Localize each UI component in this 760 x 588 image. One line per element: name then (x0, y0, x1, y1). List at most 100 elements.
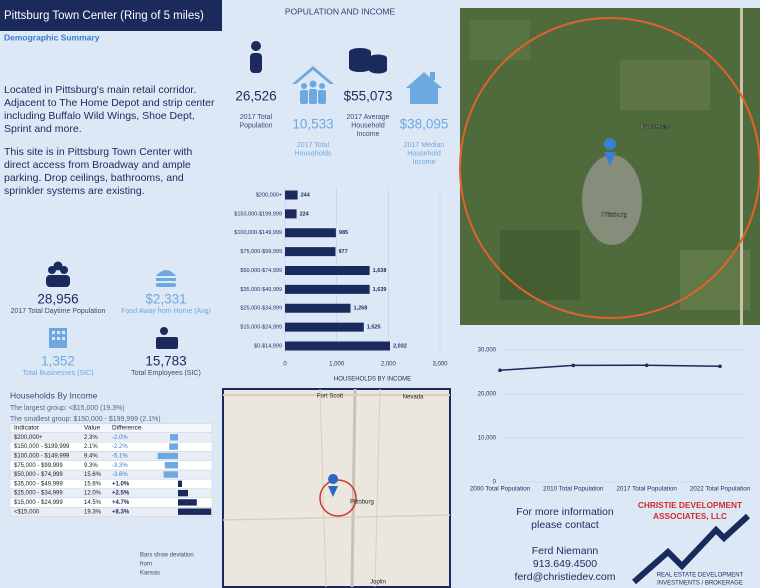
map-label: Nevada (403, 395, 424, 401)
table-cell: 15.6% (84, 472, 102, 478)
subtitle: Demographic Summary (4, 32, 100, 42)
x-tick-label: 2000 Total Population (470, 486, 531, 493)
description-line: This site is in Pittsburg Town Center wi… (4, 146, 192, 158)
table-note: The smallest group: $150,000 - $199,999 … (10, 416, 161, 423)
description-line: Located in Pittsburg's main retail corri… (4, 84, 196, 96)
road-map (222, 388, 451, 588)
logo-name: CHRISTIE DEVELOPMENT (638, 500, 742, 510)
line-point (571, 363, 576, 368)
description-line: direct access from Broadway and ample (4, 159, 191, 171)
value-label: 1,525 (367, 325, 381, 331)
deviation-bar (163, 471, 178, 478)
deviation-bar (157, 452, 178, 460)
table-cell: $150,000 - $199,999 (14, 444, 70, 450)
table-title: Households By Income (10, 390, 98, 400)
table-header-cell: Value (84, 425, 101, 432)
y-tick-label: 30,000 (478, 348, 497, 354)
table-cell: -2.0% (112, 435, 128, 441)
bar (285, 190, 298, 200)
logo-name: ASSOCIATES, LLC (653, 511, 727, 521)
stat-label: 2017 Total (240, 114, 273, 121)
table-header-cell: Indicator (14, 425, 40, 432)
table-cell: +8.3% (112, 509, 130, 515)
stat-value: $2,331 (145, 292, 186, 307)
table-cell: +4.7% (112, 500, 130, 506)
y-tick-label: $100,000-$149,999 (234, 230, 282, 236)
description-line: Adjacent to The Home Depot and strip cen… (4, 97, 215, 109)
food-icon (156, 270, 176, 287)
map-label: Pittsburg (601, 212, 627, 219)
bar (285, 322, 364, 332)
deviation-bar (178, 480, 182, 487)
table-row (9, 507, 213, 517)
x-tick-label: 3,000 (432, 362, 448, 368)
bar (285, 209, 297, 219)
value-label: 1,268 (354, 306, 368, 312)
contact-phone: 913.649.4500 (533, 558, 597, 570)
deviation-bar (178, 508, 212, 515)
x-tick-label: 2022 Total Population (690, 486, 751, 493)
table-footnote: Bars show deviation (140, 553, 194, 559)
table-cell: 2.3% (84, 435, 98, 441)
section-title: POPULATION AND INCOME (285, 6, 396, 16)
stat-label: Income (413, 159, 436, 166)
stat-value: 28,956 (37, 292, 78, 307)
stat-label: Population (239, 122, 272, 129)
description-line: parking. Drop ceilings, bathrooms, and (4, 172, 184, 184)
title-bar (0, 0, 222, 31)
y-tick-label: $25,000-$34,999 (240, 306, 282, 312)
contact-line: For more information (516, 506, 614, 518)
contact-line: please contact (531, 519, 599, 531)
bar (285, 341, 390, 351)
table-cell: -2.2% (112, 444, 128, 450)
description-line: Sprint and more. (4, 123, 82, 135)
stat-label: 2017 Total (297, 142, 330, 149)
bar (285, 228, 336, 238)
stat-label: Household (407, 150, 441, 157)
x-tick-label: 1,000 (329, 362, 345, 368)
description-line: including Buffalo Wild Wings, Shoe Dept, (4, 110, 195, 122)
y-tick-label: $0-$14,999 (254, 343, 282, 349)
deviation-bar (178, 499, 197, 506)
table-cell: 2.1% (84, 444, 98, 450)
bar (285, 266, 370, 275)
stat-value: 15,783 (145, 354, 186, 369)
table-cell: -3.6% (112, 472, 128, 478)
map-label: Joplin (370, 580, 386, 586)
contact-email: ferd@christiedev.com (515, 571, 616, 583)
stat-value: $55,073 (344, 89, 393, 104)
x-tick-label: 0 (283, 362, 287, 368)
y-tick-label: $150,000-$199,999 (234, 211, 282, 217)
deviation-bar (178, 489, 188, 497)
y-tick-label: 20,000 (478, 392, 497, 398)
value-label: 977 (338, 249, 347, 255)
table-cell: 19.3% (84, 509, 102, 515)
stat-label: 2017 Average (346, 114, 389, 121)
y-tick-label: $15,000-$24,999 (240, 325, 282, 331)
map-label: Frontenac (640, 124, 670, 131)
table-cell: $35,000 - $49,999 (14, 481, 63, 487)
y-tick-label: 0 (493, 480, 497, 486)
business-icon-windows (52, 331, 65, 340)
stat-label: Total Businesses (SIC) (23, 370, 94, 377)
table-footnote: Kansas (140, 571, 160, 577)
coins-icon (349, 48, 387, 74)
value-label: 1,639 (373, 287, 387, 293)
table-cell: 9.4% (84, 453, 98, 459)
bar (285, 284, 370, 294)
contact-name: Ferd Niemann (532, 545, 599, 557)
table-cell: -3.3% (112, 463, 128, 469)
stat-label: Household (351, 122, 385, 129)
value-label: 1,638 (373, 268, 387, 274)
value-label: 985 (339, 230, 348, 236)
line-point (498, 368, 502, 373)
map-label: Fort Scott (317, 394, 343, 400)
line-point (718, 364, 722, 369)
table-footnote: from (140, 562, 152, 568)
y-tick-label: $75,000-$99,999 (240, 249, 282, 255)
table-cell: $50,000 - $74,999 (14, 472, 63, 478)
table-cell: 12.0% (84, 491, 102, 497)
table-cell: 15.6% (84, 481, 102, 487)
